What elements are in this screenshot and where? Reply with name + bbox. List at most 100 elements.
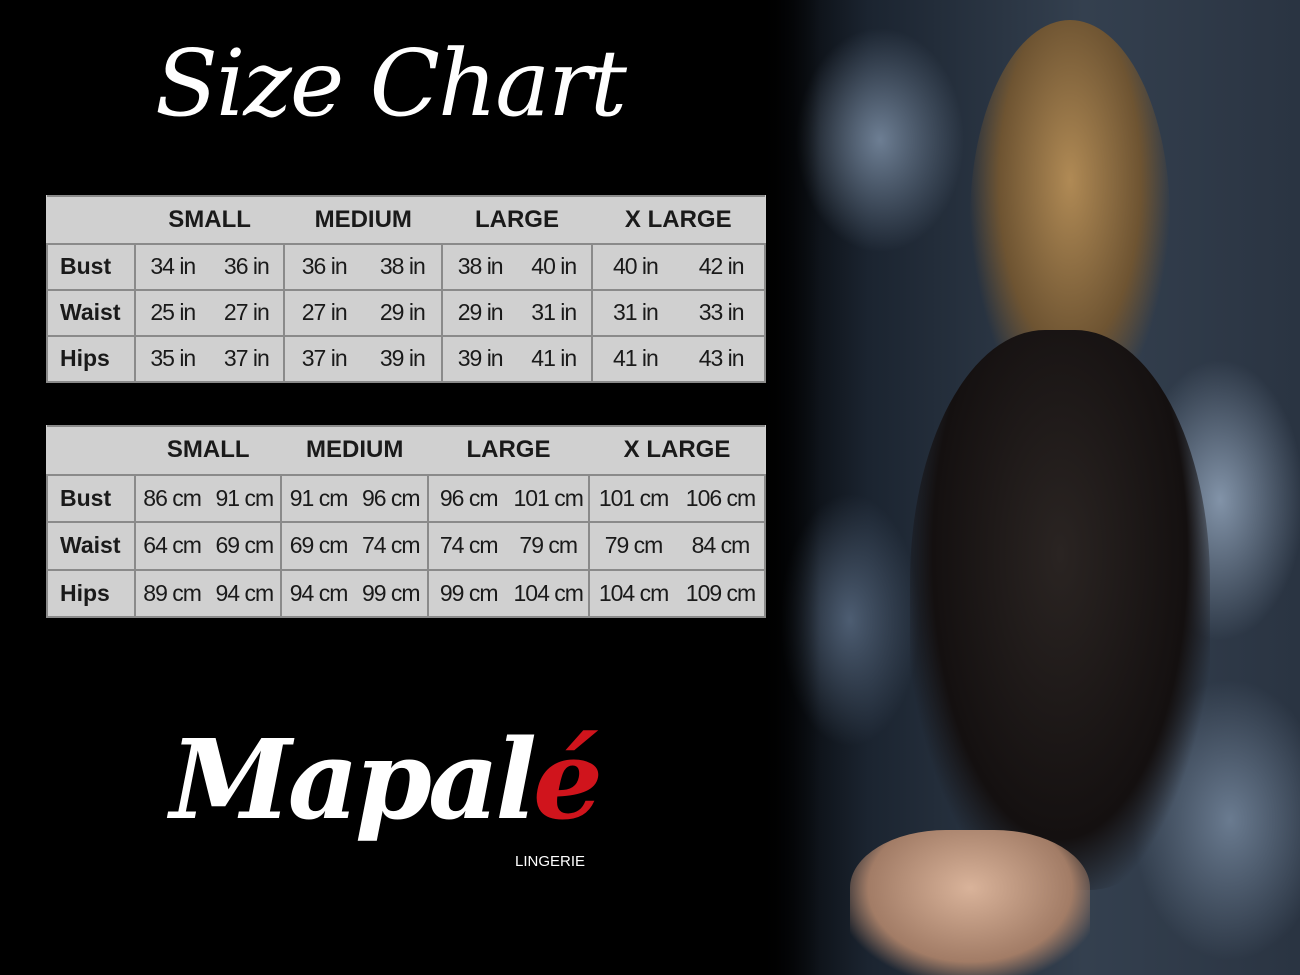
size-range-cell: 35 in 37 in [133, 334, 286, 384]
size-range-cell: 79 cm 84 cm [588, 521, 766, 571]
brand-accent: é [533, 715, 603, 844]
range-max: 29 in [379, 299, 426, 326]
photo-bodysuit [910, 330, 1210, 890]
range-max: 99 cm [361, 579, 421, 606]
size-header: LARGE [442, 195, 592, 245]
range-min: 41 in [612, 345, 659, 372]
size-range-cell: 31 in 33 in [590, 288, 767, 337]
size-range-cell: 86 cm 91 cm [133, 473, 283, 524]
range-max: 106 cm [685, 485, 756, 512]
header-row: SMALL MEDIUM LARGE X LARGE [47, 425, 765, 476]
size-range-cell: 34 in 36 in [133, 242, 286, 291]
measure-label: Hips [46, 334, 136, 384]
range-max: 40 in [531, 253, 577, 280]
size-range-cell: 96 cm 101 cm [426, 473, 591, 524]
table-row: Bust 34 in 36 in 36 in 38 in 38 in 40 in 40 in 4… [46, 242, 767, 291]
table-row: Hips 35 in 37 in 37 in 39 in 39 in 41 in 41 in 4… [46, 334, 767, 384]
range-max: 41 in [531, 345, 577, 372]
range-min: 104 cm [598, 579, 669, 606]
range-min: 64 cm [143, 532, 202, 559]
range-max: 96 cm [361, 485, 421, 512]
size-table-inches: SMALL MEDIUM LARGE X LARGE Bust 34 in 36 in 36 … [46, 195, 767, 384]
measure-label: Bust [46, 473, 136, 524]
measure-label: Waist [46, 521, 136, 571]
range-max: 42 in [698, 253, 745, 280]
size-range-cell: 37 in 39 in [283, 334, 444, 384]
size-table-cm: SMALL MEDIUM LARGE X LARGE Bust 86 cm 91 cm 91 … [46, 425, 766, 619]
range-max: 43 in [698, 345, 745, 372]
size-range-cell: 27 in 29 in [283, 288, 444, 337]
range-min: 27 in [301, 299, 348, 326]
table-row: Hips 89 cm 94 cm 94 cm 99 cm 99 cm 104 cm 104 c… [46, 568, 766, 619]
size-header: SMALL [135, 425, 282, 476]
range-min: 40 in [612, 253, 659, 280]
size-range-cell: 91 cm 96 cm [280, 473, 429, 524]
range-max: 101 cm [513, 485, 584, 512]
range-min: 89 cm [143, 579, 202, 606]
size-header: X LARGE [589, 425, 765, 476]
measure-label: Hips [46, 568, 136, 619]
range-max: 38 in [379, 253, 426, 280]
range-min: 35 in [150, 345, 196, 372]
size-range-cell: 101 cm 106 cm [588, 473, 766, 524]
size-range-cell: 89 cm 94 cm [133, 568, 283, 619]
size-range-cell: 94 cm 99 cm [280, 568, 429, 619]
size-range-cell: 99 cm 104 cm [426, 568, 591, 619]
range-min: 25 in [150, 299, 196, 326]
size-range-cell: 39 in 41 in [441, 334, 593, 384]
range-max: 79 cm [519, 532, 578, 559]
range-min: 86 cm [143, 485, 202, 512]
range-max: 84 cm [691, 532, 751, 559]
size-header: SMALL [135, 195, 285, 245]
table-row: Bust 86 cm 91 cm 91 cm 96 cm 96 cm 101 cm 101 c… [46, 473, 766, 524]
photo-legs [850, 830, 1090, 975]
range-min: 37 in [301, 345, 348, 372]
range-min: 69 cm [289, 532, 349, 559]
measure-label: Waist [46, 288, 136, 337]
size-header: MEDIUM [284, 195, 443, 245]
size-range-cell: 69 cm 74 cm [280, 521, 429, 571]
range-min: 39 in [457, 345, 504, 372]
size-range-cell: 29 in 31 in [441, 288, 593, 337]
range-min: 34 in [150, 253, 196, 280]
brand-subtitle: LINGERIE [515, 853, 586, 870]
range-max: 39 in [379, 345, 426, 372]
model-photo [760, 0, 1300, 975]
measure-label: Bust [46, 242, 136, 291]
range-max: 36 in [223, 253, 270, 280]
size-range-cell: 74 cm 79 cm [426, 521, 591, 571]
range-min: 79 cm [604, 532, 664, 559]
range-max: 27 in [223, 299, 270, 326]
size-header: LARGE [427, 425, 590, 476]
table-row: Waist 64 cm 69 cm 69 cm 74 cm 74 cm 79 cm 79 cm… [46, 521, 766, 571]
brand-name: Mapal [170, 715, 537, 844]
range-max: 91 cm [215, 485, 275, 512]
range-min: 31 in [612, 299, 659, 326]
size-header: X LARGE [591, 195, 765, 245]
range-min: 94 cm [289, 579, 349, 606]
brand-logo: Mapalé [170, 715, 603, 844]
size-range-cell: 36 in 38 in [283, 242, 444, 291]
range-min: 36 in [301, 253, 348, 280]
range-max: 94 cm [215, 579, 275, 606]
range-max: 74 cm [361, 532, 421, 559]
range-min: 99 cm [439, 579, 499, 606]
size-header: MEDIUM [281, 425, 428, 476]
header-row: SMALL MEDIUM LARGE X LARGE [47, 195, 765, 245]
range-max: 109 cm [685, 579, 756, 606]
range-min: 101 cm [598, 485, 669, 512]
range-min: 96 cm [439, 485, 499, 512]
range-min: 38 in [457, 253, 504, 280]
range-max: 31 in [531, 299, 577, 326]
size-range-cell: 41 in 43 in [590, 334, 767, 384]
range-max: 33 in [698, 299, 745, 326]
size-range-cell: 64 cm 69 cm [133, 521, 283, 571]
page-title: Size Chart [154, 30, 627, 137]
size-range-cell: 38 in 40 in [441, 242, 593, 291]
range-min: 91 cm [289, 485, 349, 512]
size-range-cell: 25 in 27 in [133, 288, 286, 337]
range-min: 29 in [457, 299, 504, 326]
size-range-cell: 40 in 42 in [590, 242, 767, 291]
range-max: 69 cm [215, 532, 275, 559]
size-range-cell: 104 cm 109 cm [588, 568, 766, 619]
